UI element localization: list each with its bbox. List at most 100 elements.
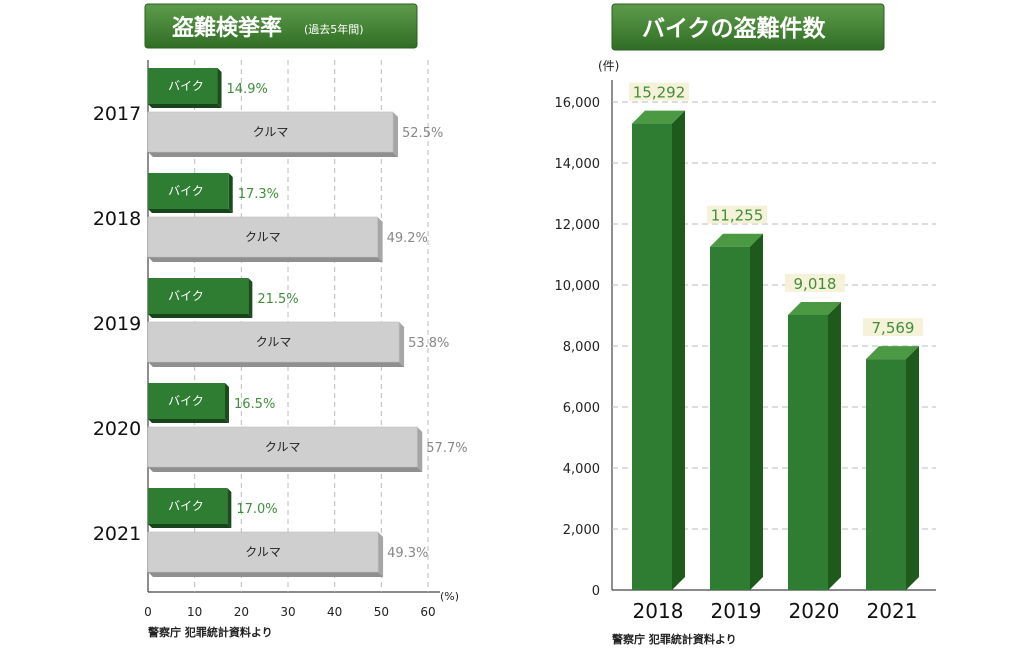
count-value-label: 11,255 bbox=[711, 207, 764, 225]
right-source-note: 警察庁 犯罪統計資料より bbox=[611, 632, 737, 646]
count-value-highlight bbox=[785, 273, 845, 292]
right-unit-label: (件) bbox=[598, 59, 619, 73]
count-value-label: 15,292 bbox=[633, 84, 686, 102]
bike-value-label: 17.0% bbox=[236, 502, 277, 517]
count-bar-side bbox=[906, 346, 919, 590]
right-chart-title: バイクの盗難件数 bbox=[642, 15, 827, 42]
car-value-label: 52.5% bbox=[402, 126, 443, 141]
left-chart-title: 盗難検挙率 bbox=[172, 15, 282, 41]
car-bar-side bbox=[399, 322, 405, 367]
car-bar bbox=[147, 321, 400, 363]
left-chart-subtitle: (過去5年間) bbox=[304, 22, 364, 36]
bike-bar-label: バイク bbox=[168, 79, 204, 93]
right-y-tick-label: 2,000 bbox=[563, 523, 600, 538]
bike-bar-label: バイク bbox=[168, 289, 204, 303]
bike-bar bbox=[148, 278, 249, 314]
count-value-label: 9,018 bbox=[794, 275, 837, 293]
bike-bar bbox=[148, 173, 229, 209]
bike-value-label: 17.3% bbox=[238, 187, 279, 202]
bike-bar-side bbox=[248, 278, 253, 318]
left-year-labels: 2017 2018 2019 2020 2021 bbox=[93, 103, 141, 545]
car-bar bbox=[147, 216, 378, 258]
right-bars: 15,292 11,255 9,018 7,569 bbox=[629, 82, 923, 591]
count-bar-side bbox=[828, 301, 841, 590]
bike-bar-edge bbox=[148, 314, 253, 318]
count-bar bbox=[788, 314, 828, 590]
right-y-tick-label: 8,000 bbox=[563, 340, 600, 355]
car-bar bbox=[147, 531, 379, 573]
car-bar-edge bbox=[148, 152, 399, 157]
car-bar-label: クルマ bbox=[245, 545, 281, 559]
car-value-label: 49.2% bbox=[387, 231, 428, 246]
left-year-label: 2017 bbox=[93, 103, 141, 125]
right-year-labels: 2018 2019 2020 2021 bbox=[633, 599, 918, 623]
left-x-tick-label: 0 bbox=[144, 605, 152, 619]
left-year-label: 2018 bbox=[93, 208, 141, 230]
count-value-highlight bbox=[707, 205, 767, 224]
left-x-tick-label: 50 bbox=[374, 605, 389, 619]
bike-bar-side bbox=[225, 383, 230, 423]
car-bar bbox=[147, 111, 394, 153]
car-value-label: 49.3% bbox=[387, 546, 428, 561]
left-x-tick-label: 10 bbox=[187, 605, 202, 619]
right-y-tick-label: 0 bbox=[592, 584, 600, 599]
count-bar bbox=[632, 123, 672, 591]
right-y-tick-label: 16,000 bbox=[555, 96, 601, 111]
right-title-banner: バイクの盗難件数 bbox=[611, 3, 885, 51]
bike-bar-label: バイク bbox=[168, 184, 204, 198]
car-value-label: 53.8% bbox=[408, 336, 449, 351]
car-bar-edge bbox=[148, 257, 383, 262]
car-bar-side bbox=[393, 112, 399, 157]
count-bar-top bbox=[632, 110, 685, 124]
count-value-label: 7,569 bbox=[872, 319, 915, 337]
right-y-tick-label: 10,000 bbox=[555, 279, 601, 294]
car-bar-label: クルマ bbox=[256, 335, 292, 349]
left-year-label: 2020 bbox=[93, 418, 141, 440]
right-y-tick-label: 14,000 bbox=[555, 157, 601, 172]
right-year-label: 2018 bbox=[633, 599, 684, 623]
bike-bar-side bbox=[227, 488, 232, 528]
car-bar-side bbox=[378, 532, 384, 577]
car-bar-label: クルマ bbox=[253, 125, 289, 139]
left-title-banner: 盗難検挙率 (過去5年間) bbox=[144, 3, 418, 49]
left-year-label: 2019 bbox=[93, 313, 141, 335]
left-x-tick-label: 30 bbox=[280, 605, 295, 619]
bike-value-label: 16.5% bbox=[234, 397, 275, 412]
count-bar-top bbox=[710, 233, 763, 247]
bike-bar bbox=[148, 383, 226, 419]
left-unit-label: (%) bbox=[440, 590, 459, 603]
right-year-label: 2019 bbox=[711, 599, 762, 623]
left-bars: バイク 14.9% クルマ 52.5% バイク 17.3% クルマ 49.2% バイク 21.5%… bbox=[147, 68, 468, 577]
left-x-tick-label: 60 bbox=[420, 605, 435, 619]
count-bar-side bbox=[750, 233, 763, 590]
bike-bar bbox=[148, 488, 228, 524]
count-value-highlight bbox=[629, 82, 689, 101]
bike-value-label: 14.9% bbox=[227, 82, 268, 97]
car-bar-edge bbox=[148, 467, 423, 472]
car-bar-edge bbox=[148, 362, 405, 367]
car-bar-label: クルマ bbox=[265, 440, 301, 454]
bike-bar-edge bbox=[148, 104, 222, 108]
right-y-tick-label: 4,000 bbox=[563, 462, 600, 477]
car-bar-label: クルマ bbox=[245, 230, 281, 244]
bike-value-label: 21.5% bbox=[257, 292, 298, 307]
car-bar-edge bbox=[148, 572, 384, 577]
count-bar bbox=[866, 359, 906, 590]
count-bar bbox=[710, 246, 750, 590]
right-y-tick-label: 6,000 bbox=[563, 401, 600, 416]
bike-bar-edge bbox=[148, 419, 230, 423]
left-x-tick-label: 40 bbox=[327, 605, 342, 619]
bike-bar-label: バイク bbox=[168, 499, 204, 513]
left-x-tick-label: 20 bbox=[234, 605, 249, 619]
bike-bar-edge bbox=[148, 524, 232, 528]
right-year-label: 2021 bbox=[867, 599, 918, 623]
right-year-label: 2020 bbox=[789, 599, 840, 623]
left-x-ticks: 0 10 20 30 40 50 60 bbox=[144, 605, 435, 619]
left-year-label: 2021 bbox=[93, 523, 141, 545]
bike-bar-side bbox=[217, 68, 222, 108]
count-bar-top bbox=[788, 301, 841, 315]
car-bar-side bbox=[377, 217, 383, 262]
left-source-note: 警察庁 犯罪統計資料より bbox=[147, 625, 273, 639]
car-bar bbox=[147, 426, 418, 468]
